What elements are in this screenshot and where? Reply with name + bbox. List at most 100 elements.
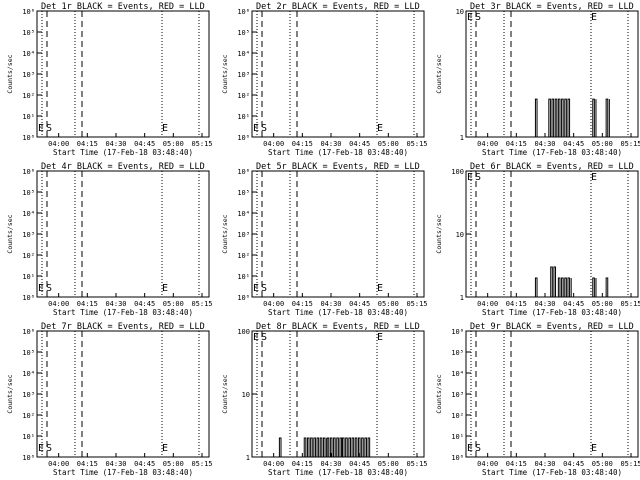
x-axis-label: Start Time (17-Feb-18 03:48:40)	[53, 468, 193, 477]
start-marker-S: S	[46, 443, 52, 454]
y-tick-label: 10²	[451, 412, 464, 420]
x-tick-label: 04:00	[48, 140, 69, 148]
panel-det-2: Det 2r BLACK = Events, RED = LLD 10⁶ 10⁵ 10…	[221, 2, 428, 157]
panel-det-5: Det 5r BLACK = Events, RED = LLD 10⁶ 10⁵ 10…	[221, 162, 428, 317]
y-tick-label: 10⁴	[22, 210, 35, 218]
x-tick-label: 04:30	[105, 140, 126, 148]
y-tick-label: 10	[456, 8, 464, 16]
y-tick-label: 100	[451, 168, 464, 176]
event-trace	[326, 437, 343, 458]
y-tick-label: 10¹	[237, 113, 250, 121]
x-tick-label: 04:45	[349, 140, 370, 148]
x-tick-label: 05:00	[378, 140, 399, 148]
event-trace	[278, 437, 282, 457]
x-tick-label: 04:45	[563, 300, 584, 308]
x-tick-label: 04:00	[263, 140, 284, 148]
end-marker-E: E	[162, 443, 168, 454]
y-tick-label: 1	[246, 454, 250, 462]
x-tick-label: 04:45	[563, 140, 584, 148]
x-tick-label: 04:00	[477, 460, 498, 468]
y-tick-label: 10	[456, 231, 464, 239]
event-trace	[557, 277, 572, 298]
x-axis-label: Start Time (17-Feb-18 03:48:40)	[268, 308, 408, 317]
y-tick-label: 10¹	[451, 433, 464, 441]
x-tick-label: 04:45	[134, 300, 155, 308]
x-tick-label: 04:45	[349, 460, 370, 468]
y-tick-label: 10⁵	[237, 29, 250, 37]
x-tick-label: 05:00	[378, 460, 399, 468]
x-tick-label: 05:15	[406, 140, 427, 148]
y-tick-label: 10⁴	[451, 370, 464, 378]
x-tick-label: 04:15	[506, 460, 527, 468]
x-tick-label: 04:30	[105, 300, 126, 308]
end-marker-E: E	[377, 283, 383, 294]
x-tick-label: 04:45	[134, 140, 155, 148]
start-marker-E: E	[253, 332, 259, 343]
x-tick-label: 05:15	[620, 140, 640, 148]
y-tick-label: 10⁴	[237, 50, 250, 58]
y-tick-label: 10⁴	[22, 50, 35, 58]
event-trace	[534, 277, 538, 297]
x-tick-label: 05:00	[592, 300, 613, 308]
x-tick-label: 04:30	[105, 460, 126, 468]
panel-title: Det 3r BLACK = Events, RED = LLD	[470, 2, 634, 12]
event-trace	[341, 437, 371, 458]
y-tick-label: 1	[460, 134, 464, 142]
x-tick-label: 04:45	[349, 300, 370, 308]
start-marker-E: E	[467, 12, 473, 23]
start-marker-S: S	[261, 123, 267, 134]
event-trace	[550, 266, 557, 298]
y-tick-label: 10⁰	[22, 134, 35, 142]
x-tick-label: 04:00	[48, 460, 69, 468]
x-tick-label: 04:15	[77, 460, 98, 468]
x-tick-label: 05:00	[163, 140, 184, 148]
y-tick-label: 10²	[237, 252, 250, 260]
x-tick-label: 05:15	[191, 460, 212, 468]
end-marker-E: E	[591, 12, 597, 23]
plot-frame	[251, 10, 425, 138]
panel-det-4: Det 4r BLACK = Events, RED = LLD 10⁶ 10⁵ 10…	[6, 162, 213, 317]
x-axis-label: Start Time (17-Feb-18 03:48:40)	[482, 148, 622, 157]
y-tick-label: 10⁰	[237, 134, 250, 142]
y-tick-label: 10⁴	[22, 370, 35, 378]
x-tick-label: 04:15	[77, 300, 98, 308]
x-axis-label: Start Time (17-Feb-18 03:48:40)	[53, 148, 193, 157]
end-marker-E: E	[162, 283, 168, 294]
x-tick-label: 04:00	[477, 140, 498, 148]
y-tick-label: 10²	[22, 92, 35, 100]
y-tick-label: 10⁶	[451, 328, 464, 336]
y-axis-label: Counts/sec	[221, 374, 229, 413]
y-tick-label: 10¹	[22, 273, 35, 281]
y-axis-label: Counts/sec	[435, 54, 443, 93]
end-marker-E: E	[377, 123, 383, 134]
y-tick-label: 10⁰	[22, 294, 35, 302]
start-marker-E: E	[253, 123, 259, 134]
x-tick-label: 04:00	[48, 300, 69, 308]
x-tick-label: 04:15	[292, 460, 313, 468]
x-tick-label: 04:30	[320, 300, 341, 308]
x-tick-label: 04:15	[292, 140, 313, 148]
x-tick-label: 04:45	[134, 460, 155, 468]
start-marker-S: S	[475, 12, 481, 23]
y-tick-label: 10¹	[22, 433, 35, 441]
x-tick-label: 04:30	[534, 140, 555, 148]
plot-frame	[465, 330, 639, 458]
y-tick-label: 10⁵	[451, 349, 464, 357]
end-marker-E: E	[377, 332, 383, 343]
y-tick-label: 10⁵	[22, 29, 35, 37]
x-axis-label: Start Time (17-Feb-18 03:48:40)	[268, 148, 408, 157]
y-tick-label: 10⁰	[22, 454, 35, 462]
y-axis-label: Counts/sec	[221, 214, 229, 253]
event-trace	[605, 277, 609, 297]
y-tick-label: 1	[460, 294, 464, 302]
x-axis-label: Start Time (17-Feb-18 03:48:40)	[268, 468, 408, 477]
start-marker-S: S	[261, 332, 267, 343]
panel-title: Det 5r BLACK = Events, RED = LLD	[256, 162, 420, 172]
x-tick-label: 05:15	[406, 300, 427, 308]
x-tick-label: 05:15	[620, 300, 640, 308]
end-marker-E: E	[162, 123, 168, 134]
x-tick-label: 05:00	[163, 460, 184, 468]
event-trace	[303, 437, 328, 458]
start-marker-S: S	[46, 283, 52, 294]
